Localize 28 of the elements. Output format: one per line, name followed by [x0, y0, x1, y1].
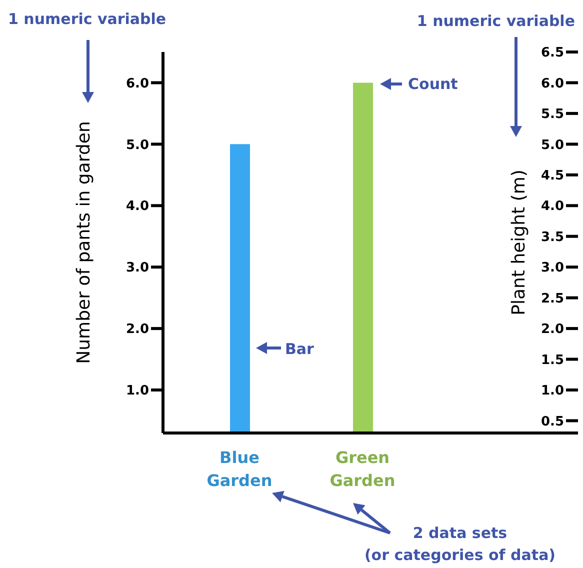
text: 2 data sets (or categories of data)	[363, 523, 557, 566]
y2-tick-label: 4.5	[540, 168, 564, 184]
x-tick-label: Blue Garden	[206, 448, 272, 490]
y-tick-label: 3.0	[126, 260, 149, 276]
annotation: Bar	[285, 339, 314, 360]
y-tick-label: 4.0	[126, 199, 149, 214]
y2-tick-label: 4.0	[540, 199, 564, 214]
y2-tick-label: 5.5	[540, 107, 564, 122]
y-tick-label: 5.0	[126, 138, 149, 153]
y2-axis-title: Plant height (m)	[508, 170, 530, 316]
text: 1 numeric variable	[416, 11, 575, 32]
y-tick-label: 2.0	[126, 322, 149, 338]
y2-tick-label: 1.5	[540, 352, 564, 368]
annotation: Count	[408, 74, 458, 95]
y2-tick-label: 5.0	[540, 138, 564, 153]
y2-tick-label: 6.0	[540, 76, 564, 92]
text: 1 numeric variable	[8, 9, 166, 30]
y2-tick-label: 6.5	[540, 46, 564, 61]
y2-tick-label: 1.0	[540, 384, 564, 399]
y2-tick-label: 3.0	[540, 260, 564, 276]
y-axis-title: Number of pants in garden	[73, 121, 94, 364]
y2-tick-label: 2.0	[540, 322, 564, 338]
y2-tick-label: 0.5	[540, 414, 564, 430]
y2-tick-label: 3.5	[540, 230, 564, 245]
y-tick-label: 1.0	[126, 384, 149, 399]
x-tick-label: Green Garden	[330, 448, 396, 490]
y-tick-label: 6.0	[126, 76, 149, 92]
y2-tick-label: 2.5	[540, 291, 564, 306]
